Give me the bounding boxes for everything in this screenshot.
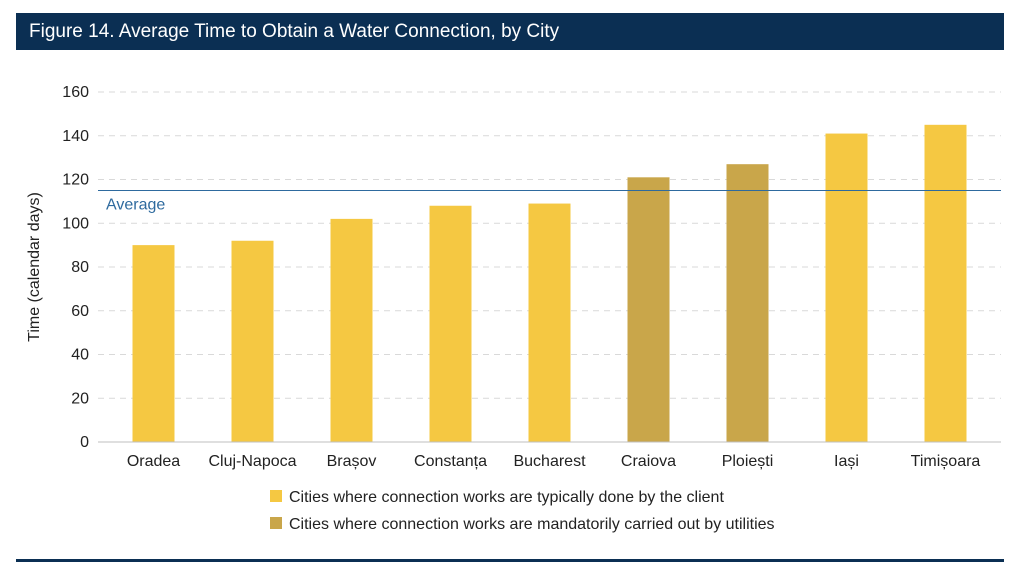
bar-3 <box>429 205 472 442</box>
legend-swatch-client <box>270 490 282 502</box>
bar-0 <box>132 245 175 442</box>
x-tick-label: Brașov <box>327 453 377 470</box>
x-tick-label: Ploiești <box>722 453 774 470</box>
y-axis-ticks: 0 20 40 60 80 100 120 140 160 <box>62 84 89 451</box>
bars <box>132 124 967 442</box>
bar-2 <box>330 218 373 442</box>
x-tick-label: Craiova <box>621 453 676 470</box>
y-tick-label: 100 <box>62 215 89 232</box>
x-tick-label: Oradea <box>127 453 180 470</box>
x-tick-label: Timișoara <box>911 453 981 470</box>
average-label: Average <box>106 196 165 213</box>
x-tick-label: Bucharest <box>513 453 586 470</box>
y-tick-label: 60 <box>71 303 89 320</box>
y-tick-label: 140 <box>62 128 89 145</box>
bar-5 <box>627 177 670 442</box>
x-tick-label: Constanța <box>414 453 487 470</box>
legend-label-client: Cities where connection works are typica… <box>289 489 724 506</box>
bar-8 <box>924 124 967 442</box>
legend: Cities where connection works are typica… <box>270 489 775 533</box>
x-tick-label: Iași <box>834 453 859 470</box>
y-tick-label: 20 <box>71 390 89 407</box>
y-axis-title: Time (calendar days) <box>26 192 43 342</box>
y-tick-label: 120 <box>62 172 89 189</box>
figure-title: Figure 14. Average Time to Obtain a Wate… <box>16 13 1004 50</box>
bar-1 <box>231 240 274 442</box>
bar-4 <box>528 203 571 442</box>
x-tick-label: Cluj-Napoca <box>208 453 296 470</box>
bar-6 <box>726 164 769 442</box>
bottom-rule <box>16 559 1004 562</box>
bar-7 <box>825 133 868 442</box>
legend-label-utility: Cities where connection works are mandat… <box>289 516 775 533</box>
y-tick-label: 160 <box>62 84 89 101</box>
legend-swatch-utility <box>270 517 282 529</box>
y-tick-label: 80 <box>71 259 89 276</box>
y-tick-label: 40 <box>71 347 89 364</box>
x-axis-ticks: Oradea Cluj-Napoca Brașov Constanța Buchares… <box>127 453 981 470</box>
y-tick-label: 0 <box>80 434 89 451</box>
